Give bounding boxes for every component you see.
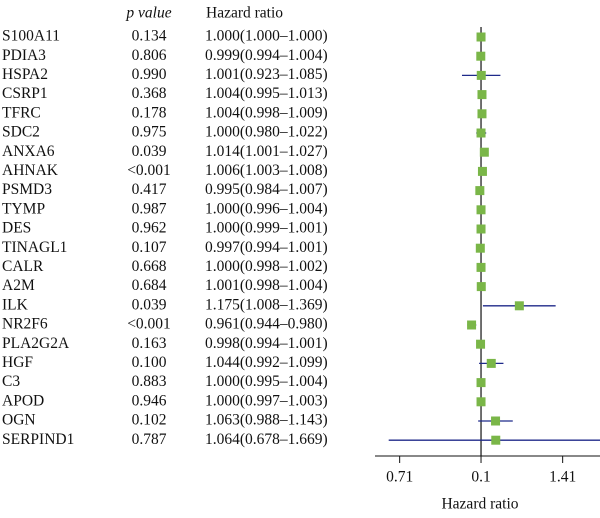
x-axis-title: Hazard ratio <box>441 496 518 513</box>
hr-label: 1.000(0.999–1.001) <box>205 220 328 237</box>
hr-label: 1.004(0.998–1.009) <box>205 104 328 121</box>
p-header: p value <box>125 5 171 22</box>
hr-marker <box>514 301 524 311</box>
hr-marker <box>476 262 486 272</box>
p-value: 0.178 <box>132 104 167 121</box>
hr-marker <box>476 397 486 407</box>
gene-label: PDIA3 <box>2 47 46 64</box>
hr-marker <box>476 51 486 61</box>
hr-label: 1.004(0.995–1.013) <box>205 85 328 102</box>
gene-label: ILK <box>2 296 29 313</box>
hr-marker <box>476 128 486 138</box>
hr-label: 0.997(0.994–1.001) <box>205 239 328 256</box>
gene-label: PLA2G2A <box>2 335 70 352</box>
p-value: 0.990 <box>132 66 167 83</box>
gene-label: PSMD3 <box>2 181 52 198</box>
x-tick-label: 0.71 <box>386 469 413 486</box>
p-value: 0.039 <box>132 296 167 313</box>
gene-label: SDC2 <box>2 124 40 141</box>
hr-label: 1.000(0.995–1.004) <box>205 373 328 390</box>
hr-label: 0.961(0.944–0.980) <box>205 316 328 333</box>
gene-label: CSRP1 <box>2 85 48 102</box>
hr-marker <box>476 32 486 42</box>
hr-label: 0.999(0.994–1.004) <box>205 47 328 64</box>
hr-marker <box>467 320 477 330</box>
gene-label: APOD <box>2 392 44 409</box>
hr-label: 0.995(0.984–1.007) <box>205 181 328 198</box>
gene-label: TYMP <box>2 200 45 217</box>
hr-marker <box>477 90 487 100</box>
hr-label: 1.006(1.003–1.008) <box>205 162 328 179</box>
p-value: 0.684 <box>132 277 167 294</box>
p-value: 0.962 <box>132 220 167 237</box>
p-value: 0.883 <box>132 373 167 390</box>
hr-label: 1.001(0.998–1.004) <box>205 277 328 294</box>
p-value: 0.107 <box>132 239 167 256</box>
hr-label: 1.000(0.997–1.003) <box>205 392 328 409</box>
p-value: 0.806 <box>132 47 167 64</box>
hr-label: 1.000(1.000–1.000) <box>205 28 328 45</box>
p-value: <0.001 <box>127 316 171 333</box>
hr-marker <box>491 435 501 445</box>
hr-marker <box>476 339 486 349</box>
gene-label: CALR <box>2 258 44 275</box>
gene-label: A2M <box>2 277 35 294</box>
hr-marker <box>476 378 486 388</box>
hr-label: 0.998(0.994–1.001) <box>205 335 328 352</box>
hr-marker <box>477 109 487 119</box>
gene-label: OGN <box>2 412 36 429</box>
hr-label: 1.000(0.998–1.002) <box>205 258 328 275</box>
hr-label: 1.175(1.008–1.369) <box>205 296 328 313</box>
hr-label: 1.044(0.992–1.099) <box>205 354 328 371</box>
hr-marker <box>486 358 496 368</box>
hr-label: 1.000(0.996–1.004) <box>205 200 328 217</box>
hr-marker <box>476 70 486 80</box>
gene-label: DES <box>2 220 31 237</box>
p-value: 0.039 <box>132 143 167 160</box>
hr-marker <box>476 205 486 215</box>
gene-label: SERPIND1 <box>2 431 74 448</box>
p-value: 0.668 <box>132 258 167 275</box>
hr-label: 1.000(0.980–1.022) <box>205 124 328 141</box>
hr-header: Hazard ratio <box>206 5 283 22</box>
p-value: 0.975 <box>132 124 167 141</box>
hr-label: 1.063(0.988–1.143) <box>205 412 328 429</box>
plot-area <box>388 27 600 456</box>
gene-label: TFRC <box>2 104 41 121</box>
p-value: <0.001 <box>127 162 171 179</box>
hr-label: 1.064(0.678–1.669) <box>205 431 328 448</box>
p-value: 0.987 <box>132 200 167 217</box>
p-value: 0.946 <box>132 392 167 409</box>
hr-label: 1.014(1.001–1.027) <box>205 143 328 160</box>
hr-marker <box>475 186 485 196</box>
hr-marker <box>491 416 501 426</box>
p-value: 0.417 <box>132 181 167 198</box>
gene-label: HSPA2 <box>2 66 48 83</box>
gene-label: TINAGL1 <box>2 239 67 256</box>
hr-marker <box>475 243 485 253</box>
gene-label: HGF <box>2 354 33 371</box>
gene-label: NR2F6 <box>2 316 48 333</box>
p-value: 0.368 <box>132 85 167 102</box>
hr-label: 1.001(0.923–1.085) <box>205 66 328 83</box>
gene-label: C3 <box>2 373 20 390</box>
p-value: 0.100 <box>132 354 167 371</box>
p-value: 0.134 <box>132 28 167 45</box>
p-value: 0.163 <box>132 335 167 352</box>
hr-marker <box>479 147 489 157</box>
hr-marker <box>476 224 486 234</box>
gene-label: AHNAK <box>2 162 59 179</box>
p-value: 0.787 <box>132 431 167 448</box>
x-tick-label: 1.41 <box>549 469 576 486</box>
gene-label: ANXA6 <box>2 143 55 160</box>
p-value: 0.102 <box>132 412 167 429</box>
hr-marker <box>476 282 486 292</box>
gene-label: S100A11 <box>2 28 60 45</box>
x-tick-label: 0.1 <box>471 469 490 486</box>
hr-marker <box>477 166 487 176</box>
